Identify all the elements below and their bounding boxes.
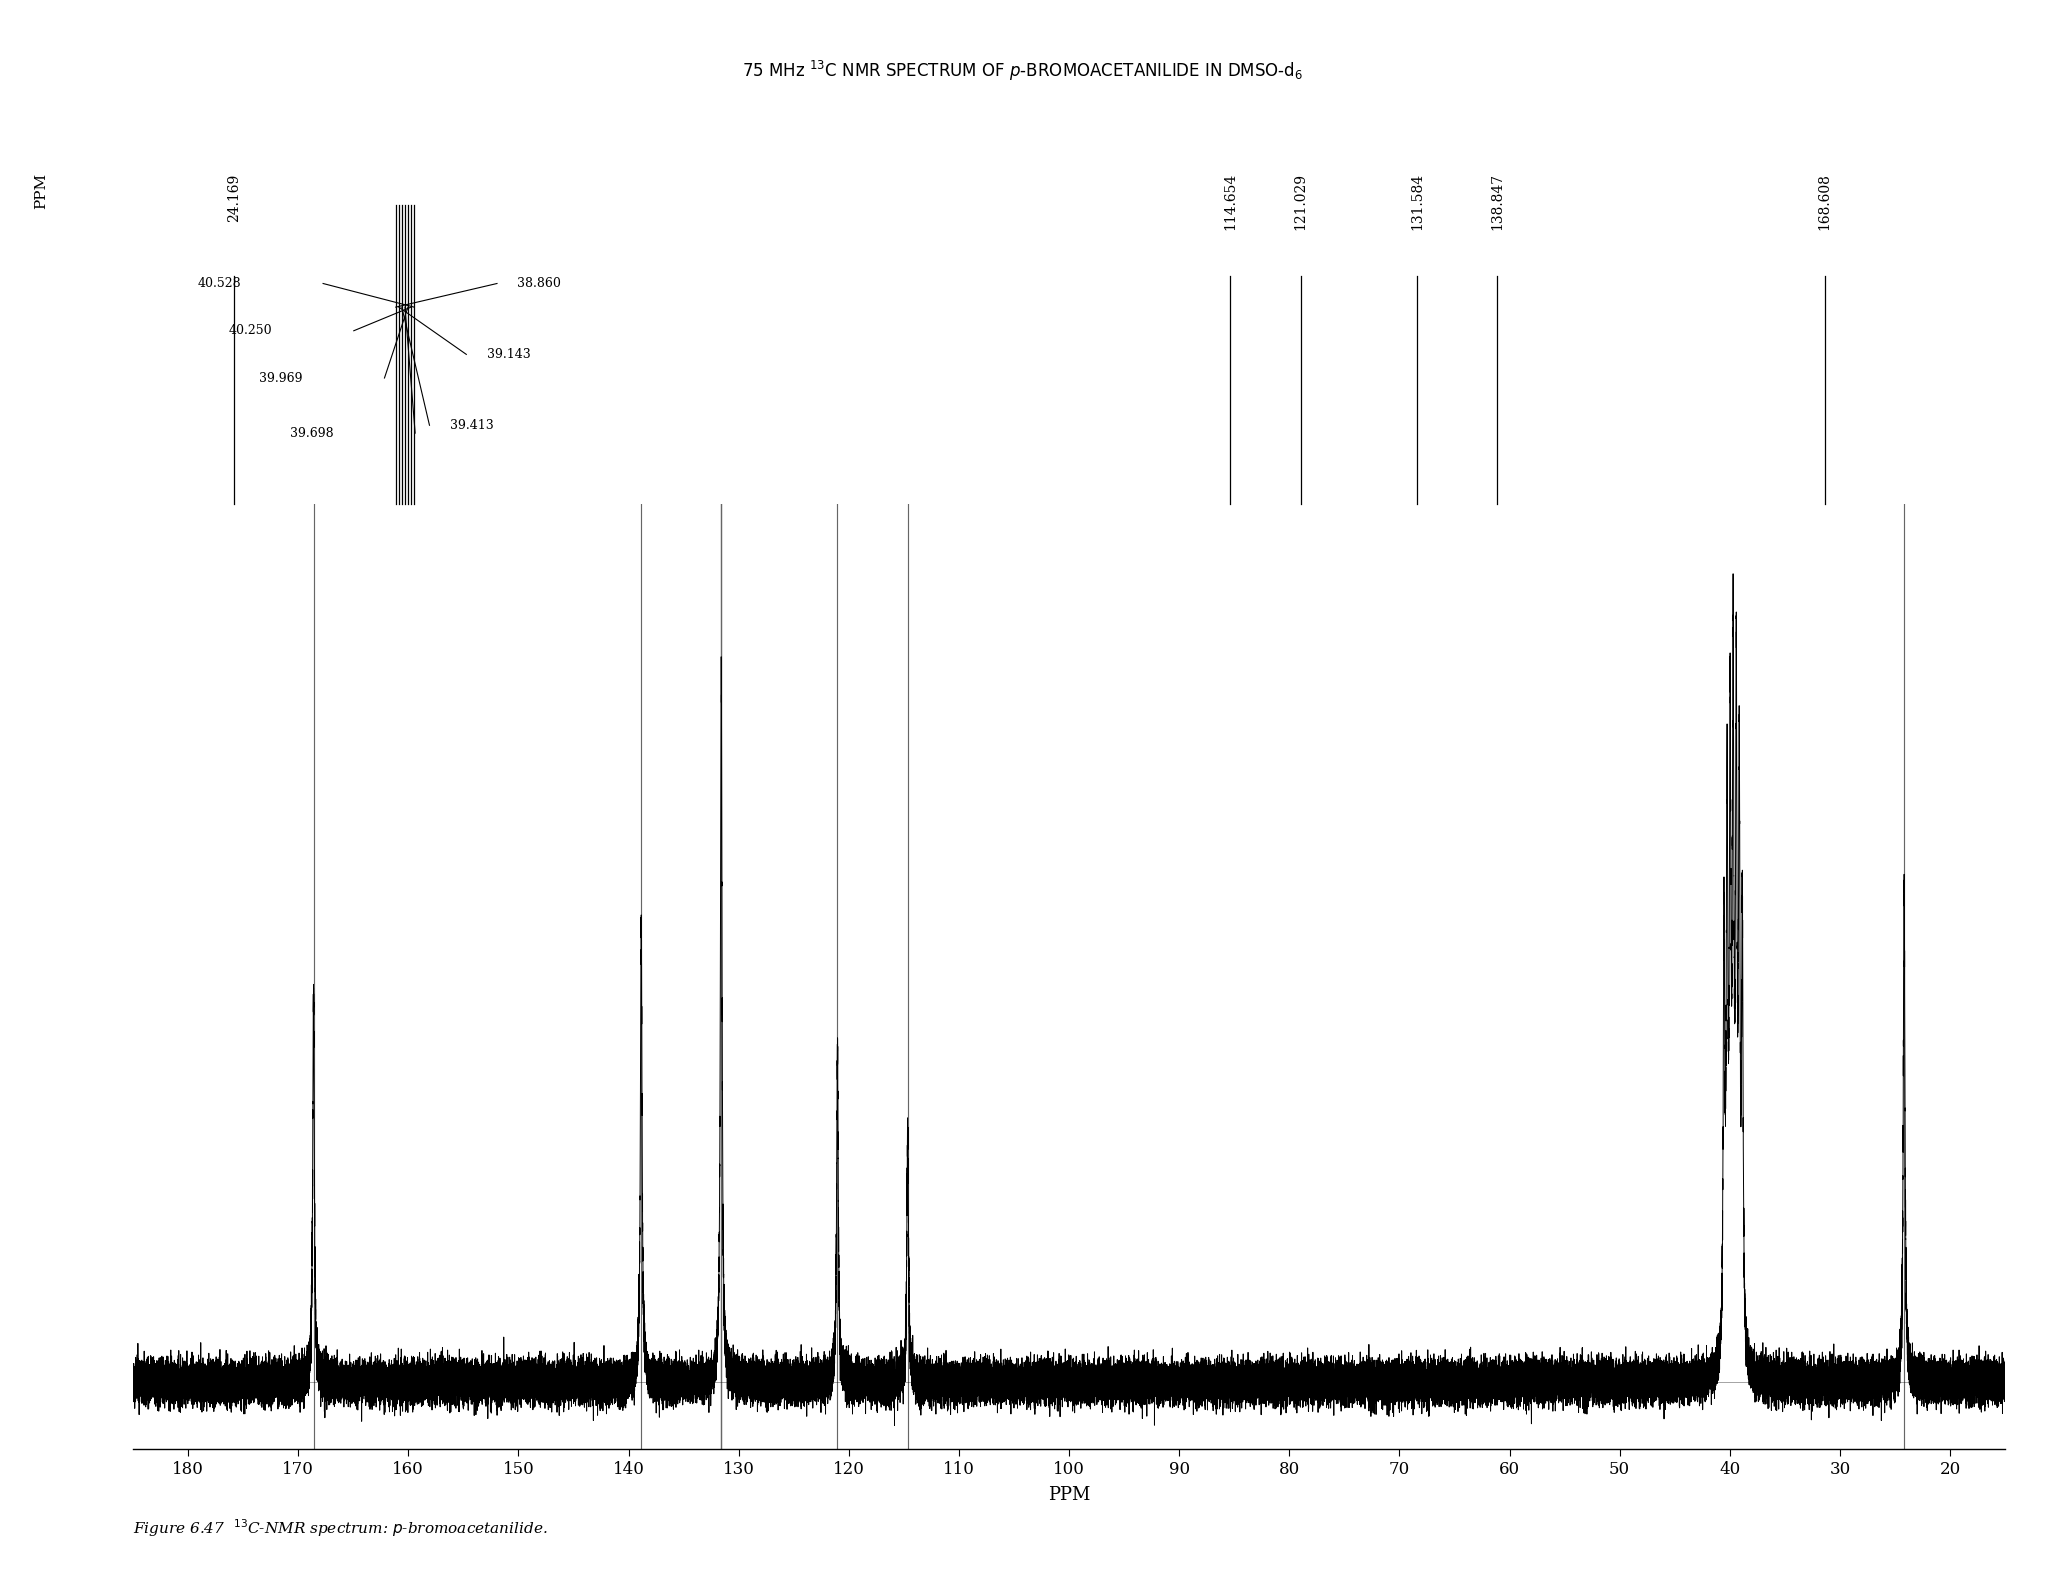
- Text: 168.608: 168.608: [1817, 173, 1831, 230]
- Text: 131.584: 131.584: [1410, 173, 1424, 230]
- Text: PPM: PPM: [35, 173, 47, 209]
- Text: 39.698: 39.698: [291, 427, 333, 439]
- Text: 40.528: 40.528: [198, 277, 241, 290]
- Text: 75 MHz $^{13}$C NMR SPECTRUM OF $p$-BROMOACETANILIDE IN DMSO-d$_6$: 75 MHz $^{13}$C NMR SPECTRUM OF $p$-BROM…: [743, 58, 1303, 83]
- Text: 138.847: 138.847: [1489, 173, 1504, 230]
- Text: 39.969: 39.969: [260, 372, 303, 384]
- Text: 114.654: 114.654: [1224, 173, 1238, 230]
- X-axis label: PPM: PPM: [1048, 1487, 1091, 1504]
- Text: 39.143: 39.143: [487, 348, 530, 361]
- Text: 39.413: 39.413: [450, 419, 493, 432]
- Text: 24.169: 24.169: [227, 173, 241, 222]
- Text: 121.029: 121.029: [1293, 173, 1307, 230]
- Text: 38.860: 38.860: [518, 277, 561, 290]
- Text: Figure 6.47  $^{13}$C-NMR spectrum: $p$-bromoacetanilide.: Figure 6.47 $^{13}$C-NMR spectrum: $p$-b…: [133, 1517, 548, 1539]
- Text: 40.250: 40.250: [229, 324, 272, 337]
